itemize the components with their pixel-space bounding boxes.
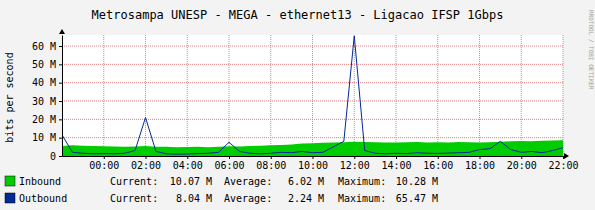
legend-swatch: [5, 193, 15, 203]
x-tick-mark: [313, 156, 314, 159]
x-tick-label: 08:00: [256, 160, 286, 171]
grid-line: [479, 35, 480, 156]
legend-stat-name: Average:: [224, 176, 272, 187]
title: Metrosampa UNESP - MEGA - ethernet13 - L…: [92, 8, 504, 22]
x-tick: 08:00: [256, 156, 286, 171]
legend-stat-value: 8.04 M: [176, 193, 212, 204]
x-tick: 06:00: [214, 156, 244, 171]
x-tick: 04:00: [173, 156, 203, 171]
x-tick: 14:00: [381, 156, 411, 171]
x-tick-label: 10:00: [298, 160, 328, 171]
x-tick: 02:00: [131, 156, 161, 171]
x-tick-label: 20:00: [507, 160, 537, 171]
y-tick-mark: [59, 138, 62, 139]
y-tick-mark: [59, 64, 62, 65]
legend-stat-value: 65.47 M: [396, 193, 438, 204]
watermark: RRDTOOL / TOBI OETIKER: [588, 10, 595, 90]
x-tick: 12:00: [340, 156, 370, 171]
y-axis-line: [62, 36, 63, 157]
y-tick: 10 M: [32, 132, 62, 143]
x-tick-label: 04:00: [173, 160, 203, 171]
y-tick: 0: [50, 151, 62, 162]
y-tick: 30 M: [32, 96, 62, 107]
x-tick: 18:00: [465, 156, 495, 171]
y-tick-label: 10 M: [32, 132, 56, 143]
y-arrow: [59, 29, 65, 34]
legend-stat-value: 2.24 M: [288, 193, 324, 204]
x-tick-label: 02:00: [131, 160, 161, 171]
chart: 00:00 02:00 04:00 06:00 08:00 10:00 12:00 14:00…: [0, 0, 595, 210]
x-tick: 16:00: [423, 156, 453, 171]
plot-background: [62, 35, 563, 156]
y-tick-mark: [59, 46, 62, 47]
x-tick-mark: [146, 156, 147, 159]
x-tick-label: 14:00: [381, 160, 411, 171]
grid-line: [62, 119, 563, 120]
x-tick-mark: [396, 156, 397, 159]
grid: [62, 35, 563, 156]
y-tick-mark: [59, 156, 62, 157]
y-tick-label: 0: [50, 151, 56, 162]
y-axis-title: bits per second: [4, 52, 15, 142]
legend: Inbound Current: 10.07 M Average: 6.02 M Maxi…: [5, 176, 438, 204]
plot-area: [62, 36, 563, 156]
grid-line: [145, 35, 146, 156]
legend-stat-value: 10.07 M: [170, 176, 212, 187]
y-tick: 40 M: [32, 77, 62, 88]
x-tick-mark: [271, 156, 272, 159]
grid-line: [62, 46, 563, 47]
x-tick-mark: [229, 156, 230, 159]
x-tick-label: 06:00: [214, 160, 244, 171]
y-tick-label: 60 M: [32, 41, 56, 52]
x-tick-mark: [104, 156, 105, 159]
legend-stat-name: Current:: [110, 193, 158, 204]
legend-stat-name: Maximum:: [338, 176, 386, 187]
x-tick-mark: [438, 156, 439, 159]
x-tick-mark: [480, 156, 481, 159]
legend-stat-value: 10.28 M: [396, 176, 438, 187]
x-tick-label: 22:00: [548, 160, 578, 171]
y-tick-label: 20 M: [32, 114, 56, 125]
x-tick: 20:00: [507, 156, 537, 171]
x-tick-label: 12:00: [340, 160, 370, 171]
x-arrow: [564, 153, 569, 159]
x-tick: 00:00: [89, 156, 119, 171]
grid-line: [62, 82, 563, 83]
y-tick: 60 M: [32, 41, 62, 52]
x-tick-label: 18:00: [465, 160, 495, 171]
y-axis: 0 10 M 20 M 30 M 40 M 50 M 60 M: [32, 36, 63, 162]
x-tick-mark: [521, 156, 522, 159]
legend-swatch: [5, 176, 15, 186]
x-tick-mark: [354, 156, 355, 159]
grid-line: [62, 64, 563, 65]
x-tick: 10:00: [298, 156, 328, 171]
y-tick-label: 40 M: [32, 77, 56, 88]
legend-stat-value: 6.02 M: [288, 176, 324, 187]
legend-label: Outbound: [19, 193, 67, 204]
grid-line: [62, 101, 563, 102]
x-tick-label: 00:00: [89, 160, 119, 171]
background: [0, 0, 595, 210]
legend-stat-name: Current:: [110, 176, 158, 187]
outbound-line: [62, 36, 563, 154]
y-tick: 50 M: [32, 59, 62, 70]
grid-line: [62, 137, 563, 138]
x-tick-label: 16:00: [423, 160, 453, 171]
x-tick-mark: [187, 156, 188, 159]
y-tick-mark: [59, 83, 62, 84]
y-tick-mark: [59, 101, 62, 102]
x-axis: 00:00 02:00 04:00 06:00 08:00 10:00 12:00 14:00…: [63, 156, 579, 171]
x-tick: 22:00: [548, 156, 578, 171]
y-tick: 20 M: [32, 114, 62, 125]
legend-label: Inbound: [19, 176, 61, 187]
x-tick-mark: [563, 156, 564, 159]
legend-stat-name: Maximum:: [338, 193, 386, 204]
y-tick-label: 50 M: [32, 59, 56, 70]
y-tick-mark: [59, 119, 62, 120]
y-tick-label: 30 M: [32, 96, 56, 107]
legend-stat-name: Average:: [224, 193, 272, 204]
